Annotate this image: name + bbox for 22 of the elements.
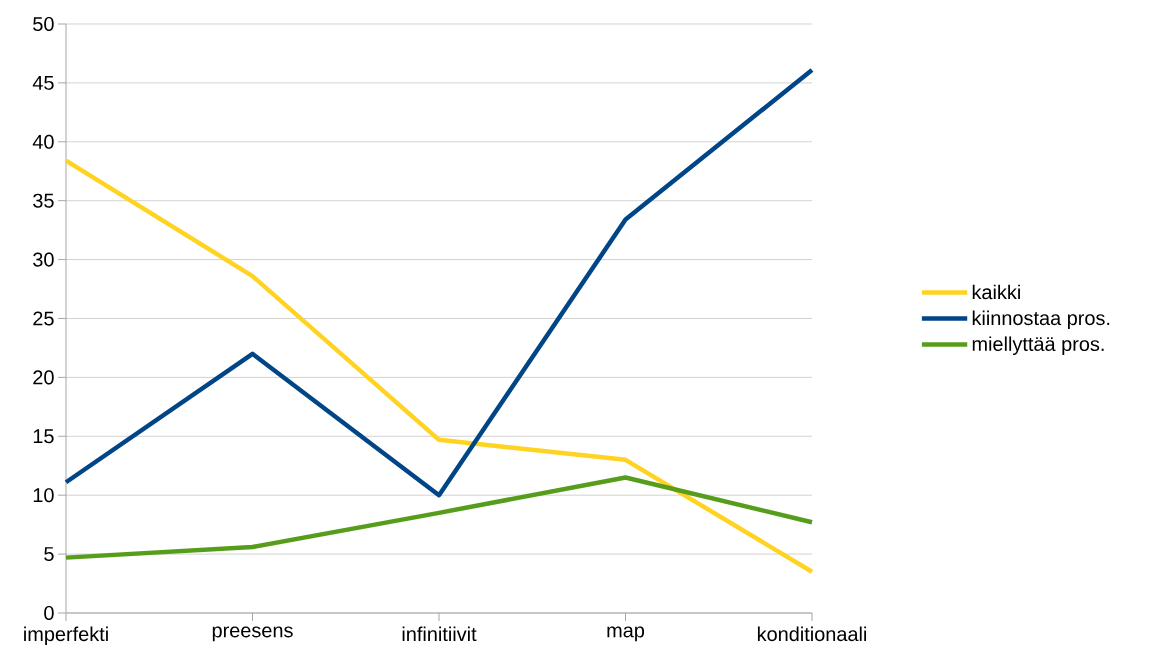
legend-label: kaikki — [972, 284, 1020, 300]
x-tick-label: map — [607, 626, 645, 642]
y-tick-label: 25 — [33, 311, 54, 326]
x-tick-label: imperfekti — [24, 626, 108, 646]
line-series — [63, 67, 815, 498]
x-tick-label: preesens — [212, 626, 293, 642]
y-tick-label: 45 — [32, 75, 54, 90]
y-tick-label: 5 — [44, 547, 54, 562]
line-series — [63, 475, 815, 560]
legend-label: miellyttää pros. — [972, 336, 1104, 355]
x-tick-label: konditionaali — [757, 626, 867, 642]
y-tick-label: 10 — [33, 488, 54, 503]
x-tick-label: infinitiivit — [402, 626, 477, 642]
y-tick-label: 15 — [33, 429, 54, 444]
y-tick-label: 20 — [33, 370, 54, 385]
line-series — [63, 158, 815, 574]
y-tick-label: 30 — [33, 252, 54, 267]
y-tick-label: 0 — [44, 605, 54, 621]
legend-label: kiinnostaa pros. — [972, 310, 1110, 330]
y-tick-label: 35 — [33, 193, 54, 208]
y-tick-label: 50 — [33, 16, 54, 32]
y-tick-label: 40 — [32, 134, 54, 149]
